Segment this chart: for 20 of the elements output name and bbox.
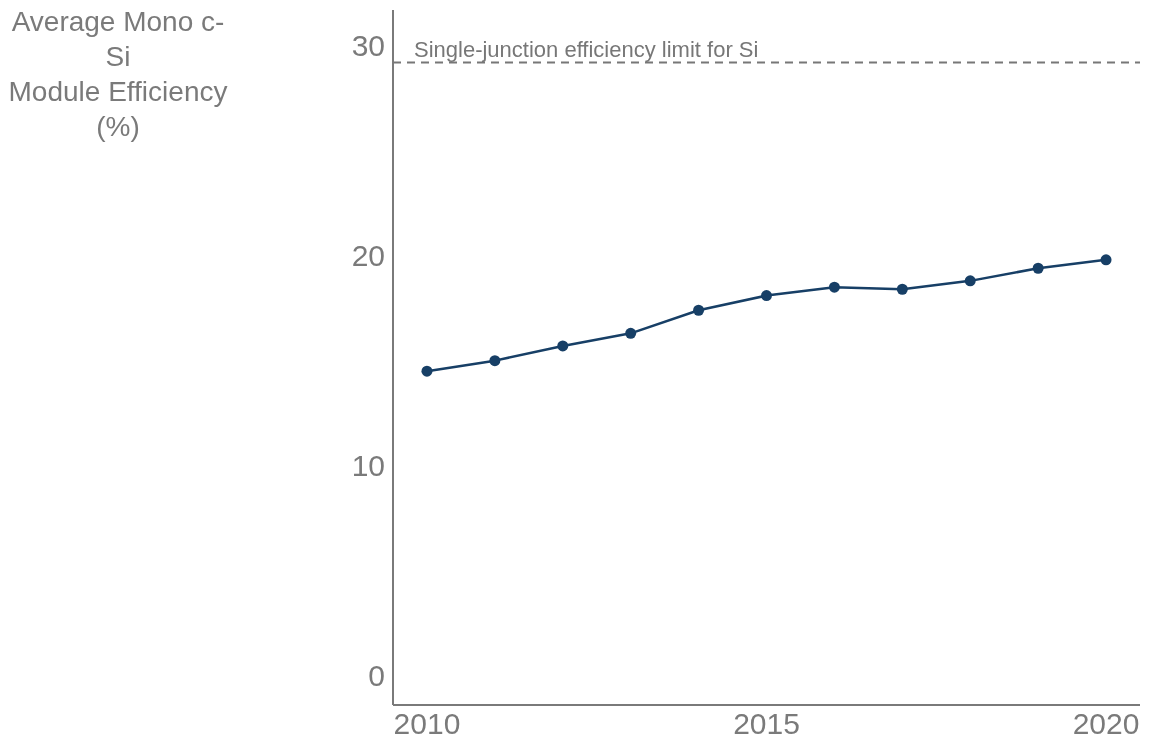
- x-tick-label: 2015: [733, 707, 800, 741]
- point: [421, 365, 433, 377]
- point: [625, 327, 637, 339]
- point: [828, 281, 840, 293]
- point: [693, 304, 705, 316]
- point: [1032, 262, 1044, 274]
- point: [964, 275, 976, 287]
- y-tick-label: 20: [351, 239, 385, 273]
- y-tick-label: 10: [351, 449, 385, 483]
- point: [557, 340, 569, 352]
- point: [761, 290, 772, 302]
- y-axis-title: Average Mono c-Si Module Efficiency (%): [8, 5, 228, 144]
- point: [489, 355, 501, 367]
- x-tick-label: 2010: [393, 707, 461, 741]
- y-tick-label: 0: [368, 659, 385, 693]
- ref-line-label: Single-junction efficiency limit for Si: [414, 37, 759, 63]
- x-tick-label: 2020: [1072, 707, 1140, 741]
- y-tick-label: 30: [351, 29, 385, 63]
- point: [1100, 254, 1112, 266]
- point: [896, 283, 908, 295]
